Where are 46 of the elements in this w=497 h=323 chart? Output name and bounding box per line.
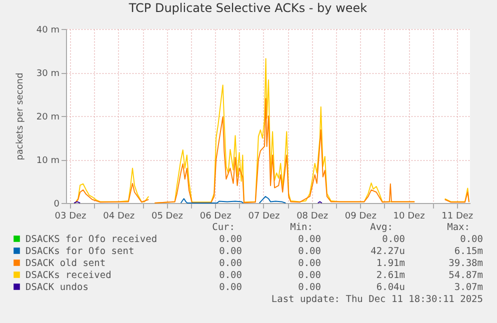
legend-label: DSACKs received	[26, 270, 112, 281]
y-tick-label: 0	[54, 200, 60, 210]
x-tick-label: 03 Dez	[54, 212, 87, 222]
text: 0.00	[298, 246, 321, 258]
x-tick-label: 09 Dez	[344, 212, 377, 222]
x-tick-label: 06 Dez	[200, 212, 232, 222]
text: 0.00	[219, 258, 242, 270]
x-tick-label: 04 Dez	[103, 212, 135, 222]
text: 54.87m	[448, 270, 483, 282]
x-tick-label: 11 Dez	[442, 212, 474, 222]
x-tick-label: 05 Dez	[151, 212, 184, 222]
text: Max:	[447, 222, 470, 234]
y-tick-label: 40 m	[36, 26, 60, 36]
text: 0.00	[219, 282, 242, 294]
text: 6.04u	[376, 282, 405, 294]
text: 0.00	[298, 282, 321, 294]
y-tick-label: 20 m	[36, 112, 60, 122]
x-tick-label: 08 Dez	[296, 212, 328, 222]
text: 6.15m	[454, 246, 483, 258]
y-tick-label: 10 m	[36, 156, 60, 166]
text: Avg:	[370, 222, 393, 234]
text: 0.00	[460, 234, 483, 246]
x-tick-label: 10 Dez	[393, 212, 426, 222]
text: Last update: Thu Dec 11 18:30:11 2025	[271, 294, 483, 306]
text: Cur:	[212, 222, 235, 234]
y-axis-title: packets per second	[15, 72, 26, 160]
text: 0.00	[382, 234, 405, 246]
text: 1.91m	[376, 258, 405, 270]
legend-label: DSACKs for Ofo sent	[26, 246, 134, 257]
x-tick-label: 07 Dez	[248, 212, 280, 222]
text: 0.00	[219, 246, 242, 258]
text: 3.07m	[454, 282, 483, 294]
legend-label: DSACK old sent	[26, 258, 106, 269]
text: Min:	[290, 222, 313, 234]
legend-label: DSACKS for Ofo received	[26, 234, 158, 245]
text: 2.61m	[376, 270, 405, 282]
text: 42.27u	[370, 246, 405, 258]
text: 0.00	[298, 258, 321, 270]
text: 0.00	[298, 270, 321, 282]
text: 0.00	[219, 234, 242, 246]
y-tick-label: 30 m	[36, 69, 60, 79]
text: 0.00	[298, 234, 321, 246]
legend-label: DSACK undos	[26, 282, 88, 293]
chart-title: TCP Duplicate Selective ACKs - by week	[128, 1, 368, 15]
text: 39.38m	[448, 258, 483, 270]
text: 0.00	[219, 270, 242, 282]
